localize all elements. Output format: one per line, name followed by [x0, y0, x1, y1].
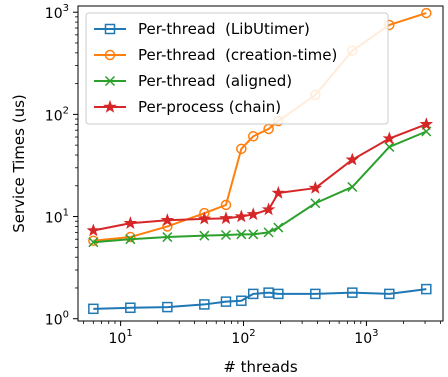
series-3 — [86, 117, 434, 237]
data-point — [162, 301, 173, 313]
data-point — [246, 207, 260, 221]
plot-layer — [86, 7, 434, 315]
legend-label: Per-thread (aligned) — [138, 72, 292, 90]
legend-label: Per-thread (LibUtimer) — [138, 20, 310, 38]
y-axis-label: Service Times (us) — [10, 94, 28, 233]
x-axis-label: # threads — [223, 358, 298, 376]
data-point — [236, 143, 247, 155]
data-point — [199, 299, 210, 310]
x-tick-label: 102 — [231, 328, 255, 347]
y-tick-label: 103 — [45, 3, 69, 22]
x-tick-label: 101 — [109, 328, 133, 347]
data-point — [421, 283, 432, 295]
y-tick-label: 100 — [45, 310, 69, 329]
legend-entry: Per-process (chain) — [94, 98, 281, 116]
data-point — [261, 202, 276, 216]
legend-marker — [103, 99, 117, 113]
data-point — [248, 229, 259, 240]
data-point — [247, 131, 259, 142]
legend-entry: Per-thread (LibUtimer) — [94, 20, 310, 38]
data-point — [220, 199, 232, 211]
series-line — [93, 288, 427, 310]
data-point — [199, 230, 210, 241]
y-tick-label: 101 — [45, 208, 69, 227]
data-point — [219, 211, 233, 225]
data-point — [273, 222, 284, 233]
data-point — [382, 131, 397, 145]
data-point — [125, 302, 136, 314]
data-point — [310, 288, 321, 300]
data-point — [347, 287, 358, 298]
data-point — [310, 198, 321, 209]
legend-marker — [104, 49, 116, 61]
data-point — [88, 303, 99, 315]
legend-marker — [104, 23, 116, 35]
data-point — [123, 216, 138, 229]
data-point — [162, 232, 173, 243]
legend-label: Per-process (chain) — [138, 98, 281, 116]
data-point — [236, 229, 247, 240]
series-2 — [88, 126, 432, 248]
x-tick-label: 103 — [354, 328, 378, 347]
series-group — [86, 7, 434, 315]
data-point — [160, 213, 175, 226]
legend-box — [85, 12, 389, 125]
data-point — [345, 152, 360, 166]
data-point — [347, 181, 358, 192]
data-point — [125, 231, 136, 243]
legend: Per-thread (LibUtimer) Per-thread (creati… — [85, 12, 389, 125]
data-point — [220, 296, 232, 307]
data-point — [88, 235, 99, 246]
data-point — [308, 181, 323, 194]
data-point — [88, 237, 99, 248]
data-point — [271, 185, 286, 199]
series-line — [93, 130, 427, 244]
series-line — [93, 123, 427, 232]
legend-entry: Per-thread (creation-time) — [94, 46, 337, 64]
data-point — [236, 295, 247, 306]
data-point — [273, 288, 284, 300]
data-point — [247, 288, 259, 300]
data-point — [125, 234, 136, 245]
data-point — [263, 227, 274, 238]
y-tick-label: 102 — [45, 105, 69, 124]
data-point — [419, 117, 434, 131]
data-point — [234, 209, 249, 223]
plot-frame — [77, 5, 444, 322]
legend-marker — [104, 75, 116, 87]
data-point — [384, 141, 395, 152]
data-point — [220, 229, 232, 241]
data-point — [86, 223, 101, 237]
ticks-layer: 101 102 103 100 101 102 103 — [45, 3, 441, 347]
data-point — [197, 211, 212, 225]
data-point — [421, 7, 432, 19]
data-point — [384, 288, 395, 300]
series-0 — [88, 283, 432, 315]
legend-label: Per-thread (creation-time) — [138, 46, 337, 64]
legend-entry: Per-thread (aligned) — [94, 72, 292, 90]
